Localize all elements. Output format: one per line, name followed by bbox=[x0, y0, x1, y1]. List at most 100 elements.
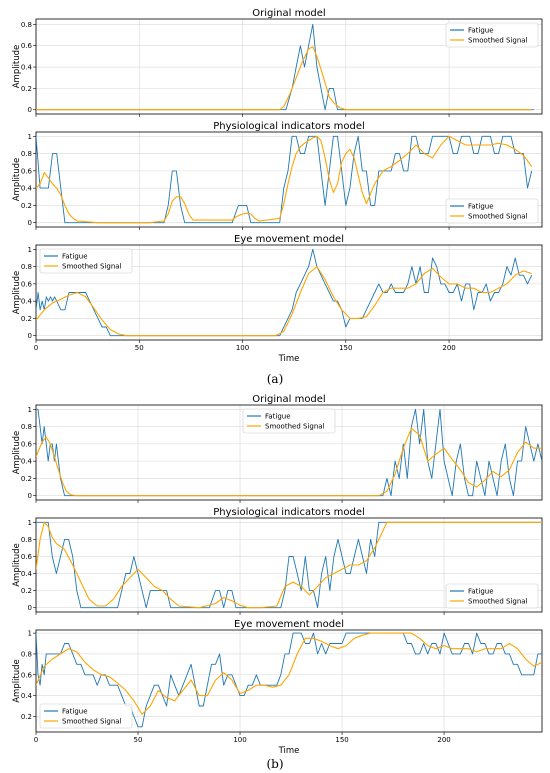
x-tick-label: 0 bbox=[34, 344, 38, 352]
y-tick-label: 1 bbox=[28, 246, 32, 254]
y-tick-label: 0.4 bbox=[21, 64, 33, 72]
legend-box bbox=[445, 22, 539, 48]
y-tick-label: 0 bbox=[28, 219, 32, 227]
y-tick-label: 0.4 bbox=[21, 298, 33, 306]
panel-tag-b: (b) bbox=[266, 757, 283, 771]
y-axis-label: Amplitude bbox=[12, 431, 22, 475]
legend-label: Smoothed Signal bbox=[265, 423, 325, 431]
y-tick-label: 0.6 bbox=[21, 42, 33, 50]
y-tick-label: 0.2 bbox=[21, 713, 32, 721]
y-axis-label: Amplitude bbox=[12, 45, 22, 89]
legend: Fatigue Smoothed Signal bbox=[445, 22, 539, 48]
legend-label: Fatigue bbox=[62, 708, 88, 716]
legend-label: Fatigue bbox=[265, 413, 291, 421]
legend-label: Smoothed Signal bbox=[62, 263, 122, 271]
x-tick-label: 200 bbox=[442, 344, 455, 352]
y-axis-label: Amplitude bbox=[12, 543, 22, 587]
plot-frame bbox=[35, 18, 543, 115]
series-line-smoothed bbox=[36, 135, 533, 224]
chart-panel-b-2: 0 0.2 0.4 0.6 0.8 1 Physiological indicators m… bbox=[12, 507, 543, 615]
y-tick-label: 0.8 bbox=[21, 536, 32, 544]
chart-title: Physiological indicators model bbox=[213, 121, 365, 132]
x-tick-label: 150 bbox=[339, 344, 352, 352]
y-tick-label: 0.8 bbox=[21, 21, 32, 29]
legend: Fatigue Smoothed Signal bbox=[242, 408, 336, 434]
legend-label: Smoothed Signal bbox=[468, 37, 528, 45]
series-line-fatigue bbox=[36, 632, 542, 728]
x-tick-label: 100 bbox=[236, 344, 249, 352]
legend: Fatigue Smoothed Signal bbox=[445, 583, 539, 609]
y-tick-label: 1 bbox=[28, 630, 32, 638]
chart-panel-b-3: 0 50 100 150 200 0.2 0.4 0.6 0.8 1 Eye movement mo… bbox=[12, 619, 543, 756]
y-tick-label: 0 bbox=[28, 492, 32, 500]
series-line-smoothed bbox=[36, 427, 542, 497]
legend-label: Fatigue bbox=[62, 253, 88, 261]
legend-box bbox=[39, 248, 133, 274]
y-tick-label: 0.6 bbox=[21, 553, 33, 561]
legend: Fatigue Smoothed Signal bbox=[445, 198, 539, 224]
legend-box bbox=[445, 198, 539, 224]
chart-panel-a-2: 0 0.2 0.4 0.6 0.8 1 Physiological indicators m… bbox=[12, 121, 543, 230]
panel-tag-a: (a) bbox=[267, 372, 284, 386]
y-tick-label: 0.6 bbox=[21, 671, 33, 679]
chart-title: Original model bbox=[252, 8, 325, 19]
x-tick-label: 100 bbox=[233, 736, 246, 744]
y-tick-label: 0.4 bbox=[21, 458, 33, 466]
x-tick-label: 150 bbox=[335, 736, 348, 744]
y-tick-label: 0.8 bbox=[21, 150, 32, 158]
y-tick-label: 0.4 bbox=[21, 570, 33, 578]
y-tick-label: 0.2 bbox=[21, 475, 32, 483]
y-tick-label: 0.2 bbox=[21, 587, 32, 595]
series-line-smoothed bbox=[36, 266, 532, 337]
y-tick-label: 0 bbox=[28, 604, 32, 612]
y-axis-label: Amplitude bbox=[12, 158, 22, 202]
y-tick-label: 0.6 bbox=[21, 280, 33, 288]
plot-frame bbox=[35, 131, 543, 228]
x-tick-label: 0 bbox=[34, 736, 38, 744]
y-tick-label: 1 bbox=[28, 406, 32, 414]
plot-frame bbox=[35, 629, 543, 733]
legend: Fatigue Smoothed Signal bbox=[39, 703, 133, 729]
plot-frame bbox=[35, 517, 543, 613]
x-tick-label: 200 bbox=[437, 736, 450, 744]
series-line-smoothed bbox=[36, 632, 542, 715]
series-line-smoothed bbox=[36, 46, 532, 111]
y-tick-label: 0.8 bbox=[21, 650, 32, 658]
y-tick-label: 0.6 bbox=[21, 167, 33, 175]
y-axis-label: Amplitude bbox=[12, 271, 22, 315]
y-tick-label: 0 bbox=[28, 106, 32, 114]
chart-title: Eye movement model bbox=[234, 619, 344, 630]
legend-label: Smoothed Signal bbox=[62, 718, 122, 726]
y-tick-label: 0.2 bbox=[21, 85, 32, 93]
y-tick-label: 0.8 bbox=[21, 423, 32, 431]
plot-frame bbox=[35, 404, 543, 501]
y-tick-label: 0 bbox=[28, 332, 32, 340]
legend-box bbox=[39, 703, 133, 729]
y-tick-label: 0.4 bbox=[21, 692, 33, 700]
y-tick-label: 1 bbox=[28, 133, 32, 141]
series-line-fatigue bbox=[36, 521, 542, 609]
x-axis-label: Time bbox=[278, 354, 300, 364]
legend-label: Smoothed Signal bbox=[468, 213, 528, 221]
y-axis-label: Amplitude bbox=[12, 659, 22, 703]
y-tick-label: 0.4 bbox=[21, 185, 33, 193]
y-tick-label: 1 bbox=[28, 519, 32, 527]
plot-frame bbox=[35, 244, 543, 341]
chart-panel-a-1: 0 0.2 0.4 0.6 0.8 Original model Amplitude Fati… bbox=[12, 8, 543, 117]
legend-box bbox=[242, 408, 336, 434]
y-tick-label: 0.8 bbox=[21, 263, 32, 271]
chart-panel-a-3: 0 50 100 150 200 0 0.2 0.4 0.6 0.8 1 Eye movement m… bbox=[12, 234, 543, 364]
legend-label: Smoothed Signal bbox=[468, 598, 528, 606]
legend-label: Fatigue bbox=[468, 588, 494, 596]
chart-title: Original model bbox=[252, 394, 325, 405]
x-axis-label: Time bbox=[278, 746, 300, 756]
x-tick-label: 50 bbox=[135, 344, 144, 352]
legend-label: Fatigue bbox=[468, 27, 494, 35]
chart-title: Eye movement model bbox=[234, 234, 344, 245]
legend-label: Fatigue bbox=[468, 203, 494, 211]
x-tick-label: 50 bbox=[134, 736, 143, 744]
chart-panel-b-1: 0 0.2 0.4 0.6 0.8 1 Original model Amplitude Fat… bbox=[12, 394, 543, 503]
chart-title: Physiological indicators model bbox=[213, 507, 365, 518]
legend-box bbox=[445, 583, 539, 609]
